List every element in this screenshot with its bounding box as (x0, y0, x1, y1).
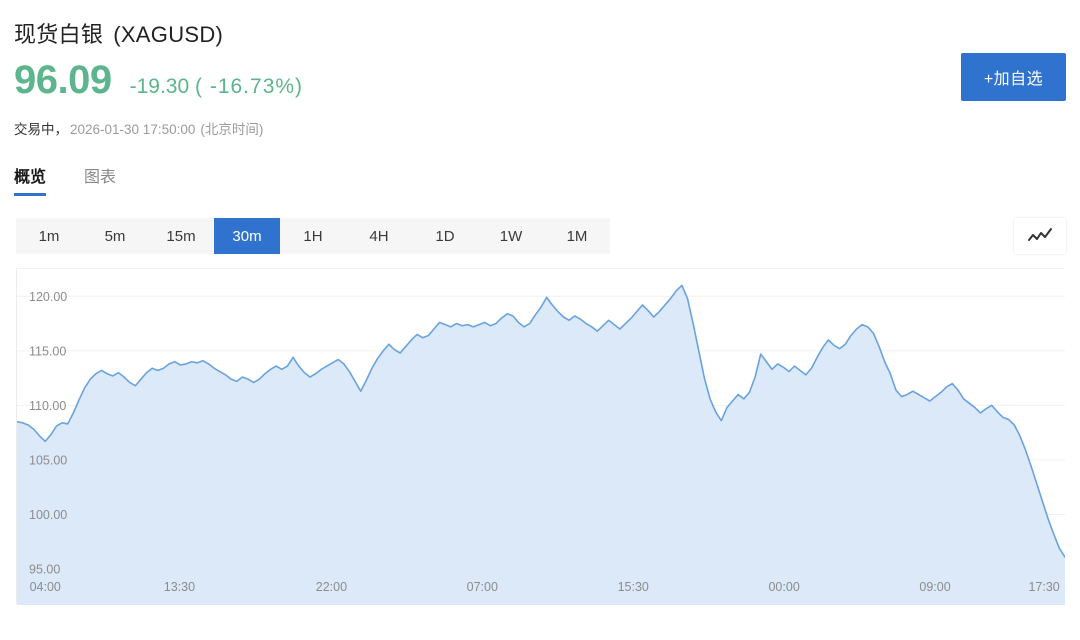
page-title: 现货白银 (XAGUSD) (14, 17, 223, 49)
change-percent: ( -16.73%) (195, 75, 304, 98)
x-axis-label: 17:30 (1028, 580, 1059, 594)
timeframe-1W[interactable]: 1W (499, 227, 523, 245)
market-status-row: 交易中， 2026-01-30 17:50:00 (北京时间) (14, 118, 263, 138)
y-axis-label: 95.00 (29, 563, 60, 577)
x-axis-label: 22:00 (316, 580, 347, 594)
timeframe-5m[interactable]: 5m (104, 227, 126, 245)
x-axis-label: 09:00 (919, 580, 950, 594)
timeframe-15m[interactable]: 15m (166, 227, 196, 245)
timeframe-1m[interactable]: 1m (38, 227, 60, 245)
y-axis-label: 115.00 (29, 344, 66, 358)
x-axis-label: 07:00 (467, 580, 498, 594)
chart-type-button[interactable] (1014, 218, 1066, 254)
chart-canvas: 120.00 115.00 110.00 105.00 100.00 95.00 04:00… (17, 284, 1065, 605)
chart-area-fill (17, 285, 1065, 605)
y-axis-label: 100.00 (29, 508, 67, 522)
x-axis-label: 15:30 (618, 580, 649, 594)
instrument-symbol: (XAGUSD) (113, 22, 224, 47)
line-chart-icon (1028, 228, 1052, 241)
last-price: 96.09 (14, 58, 112, 102)
timeframe-4H[interactable]: 4H (369, 227, 389, 245)
instrument-name: 现货白银 (14, 22, 104, 47)
chart-line (17, 284, 1065, 558)
y-axis-label: 120.00 (29, 290, 67, 304)
x-axis-label: 13:30 (164, 580, 195, 594)
tab-bar: 概览 图表 (14, 163, 154, 196)
timeframe-1D[interactable]: 1D (435, 227, 455, 245)
market-state: 交易中， (14, 122, 68, 137)
price-chart[interactable]: 120.00 115.00 110.00 105.00 100.00 95.00 04:00… (16, 268, 1065, 605)
timeframe-selector[interactable]: 1m 5m 15m 30m 1H 4H 1D 1W 1M (16, 218, 610, 254)
timeframe-1H[interactable]: 1H (303, 227, 323, 245)
quote-timestamp: 2026-01-30 17:50:00 (70, 122, 196, 137)
y-axis-label: 110.00 (29, 399, 66, 413)
tab-overview[interactable]: 概览 (14, 163, 47, 196)
y-axis-label: 105.00 (29, 453, 67, 467)
change-absolute: -19.30 (129, 75, 190, 98)
quote-row: 96.09 -19.30 ( -16.73%) (14, 60, 303, 100)
timeframe-30m[interactable]: 30m (214, 218, 280, 254)
quote-header: 现货白银 (XAGUSD) 96.09 -19.30 ( -16.73%) 交易中… (0, 0, 1080, 200)
timezone-label: (北京时间) (200, 122, 264, 137)
timeframe-1M[interactable]: 1M (566, 227, 588, 245)
price-change: -19.30 ( -16.73%) (130, 75, 303, 99)
add-watchlist-button[interactable]: +加自选 (961, 53, 1066, 101)
x-axis-label: 00:00 (768, 580, 799, 594)
tab-chart[interactable]: 图表 (84, 169, 117, 186)
x-axis-label: 04:00 (30, 580, 61, 594)
